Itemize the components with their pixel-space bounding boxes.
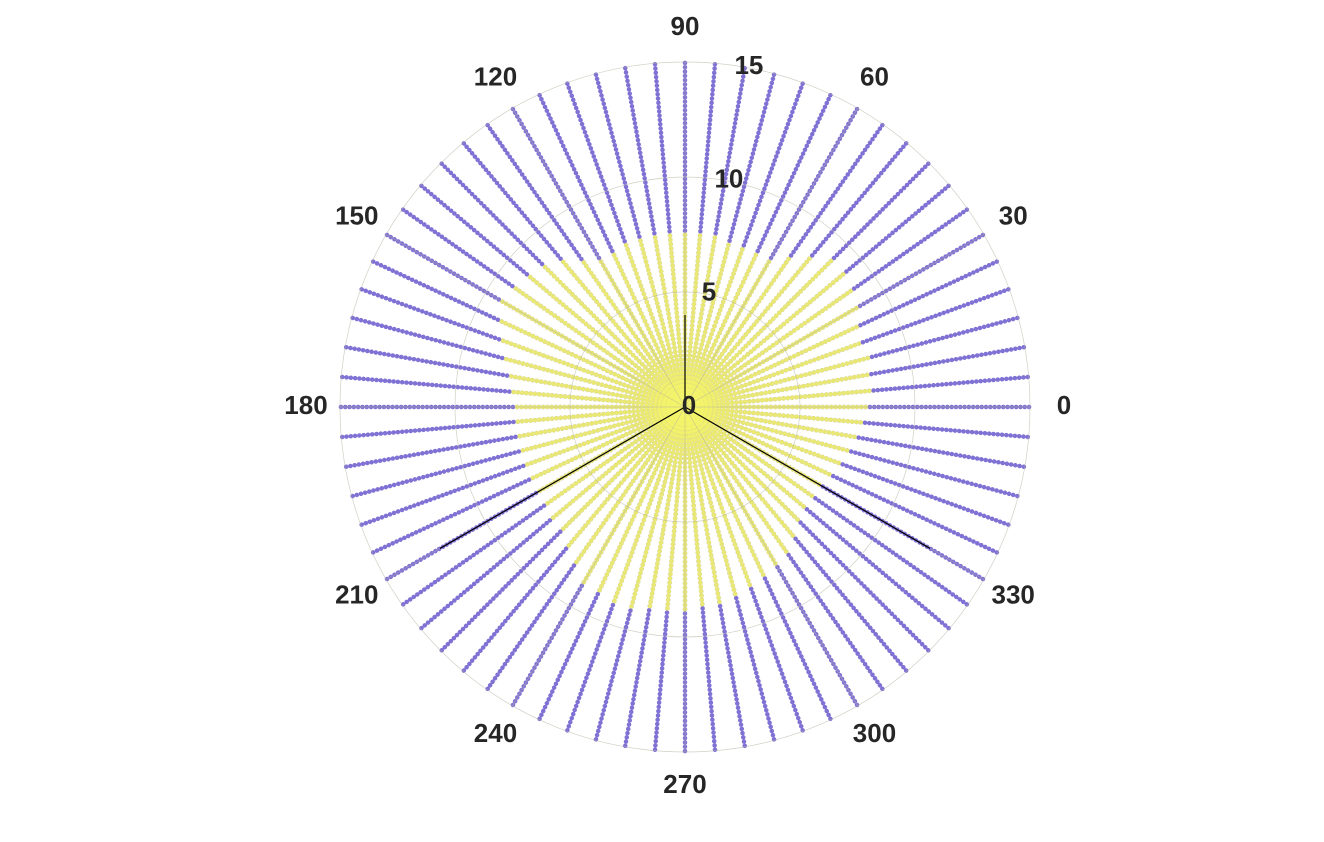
- theta-tick-label: 90: [671, 11, 700, 41]
- ray: [530, 404, 688, 481]
- ray: [682, 404, 866, 425]
- ray: [682, 254, 813, 410]
- grid-spoke: [684, 108, 858, 408]
- ray: [525, 273, 688, 410]
- ray: [682, 240, 732, 410]
- grid-spoke: [512, 108, 686, 408]
- ray: [682, 404, 739, 601]
- theta-tick-label: 60: [860, 62, 889, 92]
- ray: [664, 404, 688, 614]
- ray: [550, 404, 688, 521]
- ray: [682, 404, 818, 501]
- r-tick-label: 0: [682, 390, 696, 420]
- ray: [652, 234, 688, 410]
- ray: [508, 389, 688, 410]
- ray: [610, 250, 688, 410]
- grid-spoke: [684, 234, 984, 408]
- ray: [596, 404, 688, 595]
- ray: [571, 404, 688, 568]
- ray: [497, 318, 688, 410]
- ray: [638, 238, 688, 410]
- theta-tick-label: 30: [999, 200, 1028, 230]
- ray: [541, 263, 688, 410]
- ray: [682, 355, 872, 410]
- theta-tick-label: 270: [663, 769, 706, 799]
- theta-tick-label: 330: [992, 579, 1035, 609]
- r-tick-label: 10: [714, 163, 743, 193]
- ray: [682, 404, 809, 512]
- ray: [682, 258, 834, 410]
- ray: [682, 244, 746, 410]
- theta-tick-label: 210: [335, 579, 378, 609]
- ray: [502, 356, 688, 410]
- ray: [682, 388, 873, 410]
- ray: [629, 404, 688, 610]
- ray: [564, 404, 688, 551]
- ray: [522, 404, 688, 468]
- ray: [499, 337, 688, 410]
- ray: [682, 323, 863, 410]
- grid-spoke: [386, 234, 686, 408]
- theta-tick-label: 300: [853, 718, 896, 748]
- ray: [682, 404, 722, 607]
- ray: [559, 404, 688, 533]
- ray: [682, 404, 834, 478]
- ray: [506, 373, 688, 410]
- ray: [518, 404, 688, 454]
- ray: [682, 404, 767, 581]
- theta-tick-label: 120: [474, 62, 517, 92]
- ray: [667, 232, 688, 410]
- r-tick-label: 15: [734, 50, 763, 80]
- theta-tick-label: 0: [1057, 390, 1071, 420]
- ray: [682, 271, 846, 410]
- ray: [682, 404, 754, 591]
- ray: [560, 258, 688, 410]
- ray: [682, 404, 705, 609]
- grid-spoke: [684, 406, 858, 706]
- ray: [682, 287, 855, 410]
- ray: [682, 232, 703, 410]
- ray: [682, 255, 792, 410]
- ray: [611, 404, 688, 604]
- theta-tick-label: 150: [335, 200, 378, 230]
- ray: [511, 284, 688, 410]
- ray: [682, 404, 796, 538]
- ray: [515, 404, 688, 439]
- theta-tick-label: 180: [284, 390, 327, 420]
- ray: [623, 242, 688, 410]
- ray: [543, 404, 688, 507]
- ray: [682, 404, 843, 466]
- r-tick-label: 5: [702, 277, 716, 307]
- grid-spoke: [512, 406, 686, 706]
- spoke: [684, 406, 931, 549]
- ray: [682, 404, 860, 440]
- ray: [682, 404, 789, 555]
- ray: [682, 371, 873, 410]
- ray: [682, 341, 863, 410]
- ray: [513, 404, 688, 425]
- ray: [682, 234, 718, 410]
- ray: [682, 404, 850, 453]
- spoke: [439, 406, 686, 549]
- theta-tick-label: 240: [474, 718, 517, 748]
- ray: [579, 257, 688, 410]
- ray: [682, 250, 760, 410]
- ray: [682, 404, 802, 524]
- ray: [647, 404, 688, 611]
